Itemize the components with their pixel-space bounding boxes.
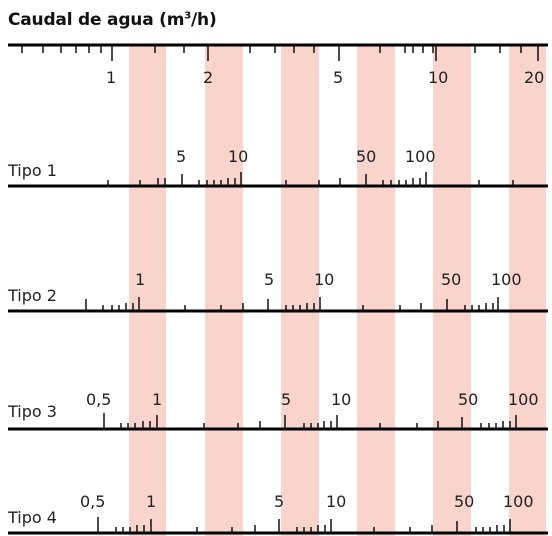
highlight-band-2 [205,45,243,536]
highlight-band-6 [509,45,546,536]
row-1-label-10: 10 [228,147,248,166]
top-label-1: 1 [106,68,116,87]
top-scale: 1 2 5 10 20 [8,43,548,87]
title-suffix: /h) [191,10,217,30]
top-label-10: 10 [428,68,448,87]
row-2-label-1: 1 [135,270,145,289]
title-prefix: Caudal de agua (m [8,10,185,30]
row-3-label-1: 1 [152,390,162,409]
row-label-tipo-1: Tipo 1 [7,161,57,180]
row-ticks-tipo-1 [107,172,514,186]
scale-row-tipo-3: Tipo 3 0,5 1 5 10 50 100 [7,390,548,431]
scale-row-tipo-1: Tipo 1 5 10 50 100 [7,147,548,188]
row-3-label-5: 5 [281,390,291,409]
row-3-label-50: 50 [458,390,478,409]
top-scale-ticks [21,45,539,61]
highlight-band-3 [281,45,319,536]
row-4-label-5: 5 [274,492,284,511]
row-ticks-tipo-3 [103,413,517,429]
highlight-band-5 [433,45,471,536]
row-label-tipo-3: Tipo 3 [7,402,57,421]
row-2-label-5: 5 [264,270,274,289]
row-ticks-tipo-4 [97,517,511,533]
row-4-label-0-5: 0,5 [80,492,105,511]
page-title: Caudal de agua (m3/h) [8,10,217,30]
row-3-label-100: 100 [508,390,539,409]
row-1-label-50: 50 [356,147,376,166]
row-4-label-1: 1 [146,492,156,511]
row-2-label-100: 100 [491,270,522,289]
scale-row-tipo-2: Tipo 2 1 5 10 50 100 [7,270,548,313]
highlight-band-1 [129,45,166,536]
row-label-tipo-4: Tipo 4 [7,508,57,527]
highlight-band-4 [357,45,395,536]
scale-row-tipo-4: Tipo 4 0,5 1 5 10 50 100 [7,492,548,535]
title-superscript: 3 [184,10,192,22]
row-label-tipo-2: Tipo 2 [7,286,57,305]
row-2-label-50: 50 [441,270,461,289]
row-1-label-100: 100 [405,147,436,166]
row-ticks-tipo-2 [85,297,499,311]
top-label-2: 2 [203,68,213,87]
row-2-label-10: 10 [314,270,334,289]
row-4-label-50: 50 [454,492,474,511]
row-4-label-100: 100 [503,492,534,511]
highlight-bands [129,45,546,536]
top-label-20: 20 [524,68,544,87]
row-1-label-5: 5 [176,147,186,166]
row-3-label-10: 10 [331,390,351,409]
row-4-label-10: 10 [326,492,346,511]
top-label-5: 5 [333,68,343,87]
row-3-label-0-5: 0,5 [86,390,111,409]
